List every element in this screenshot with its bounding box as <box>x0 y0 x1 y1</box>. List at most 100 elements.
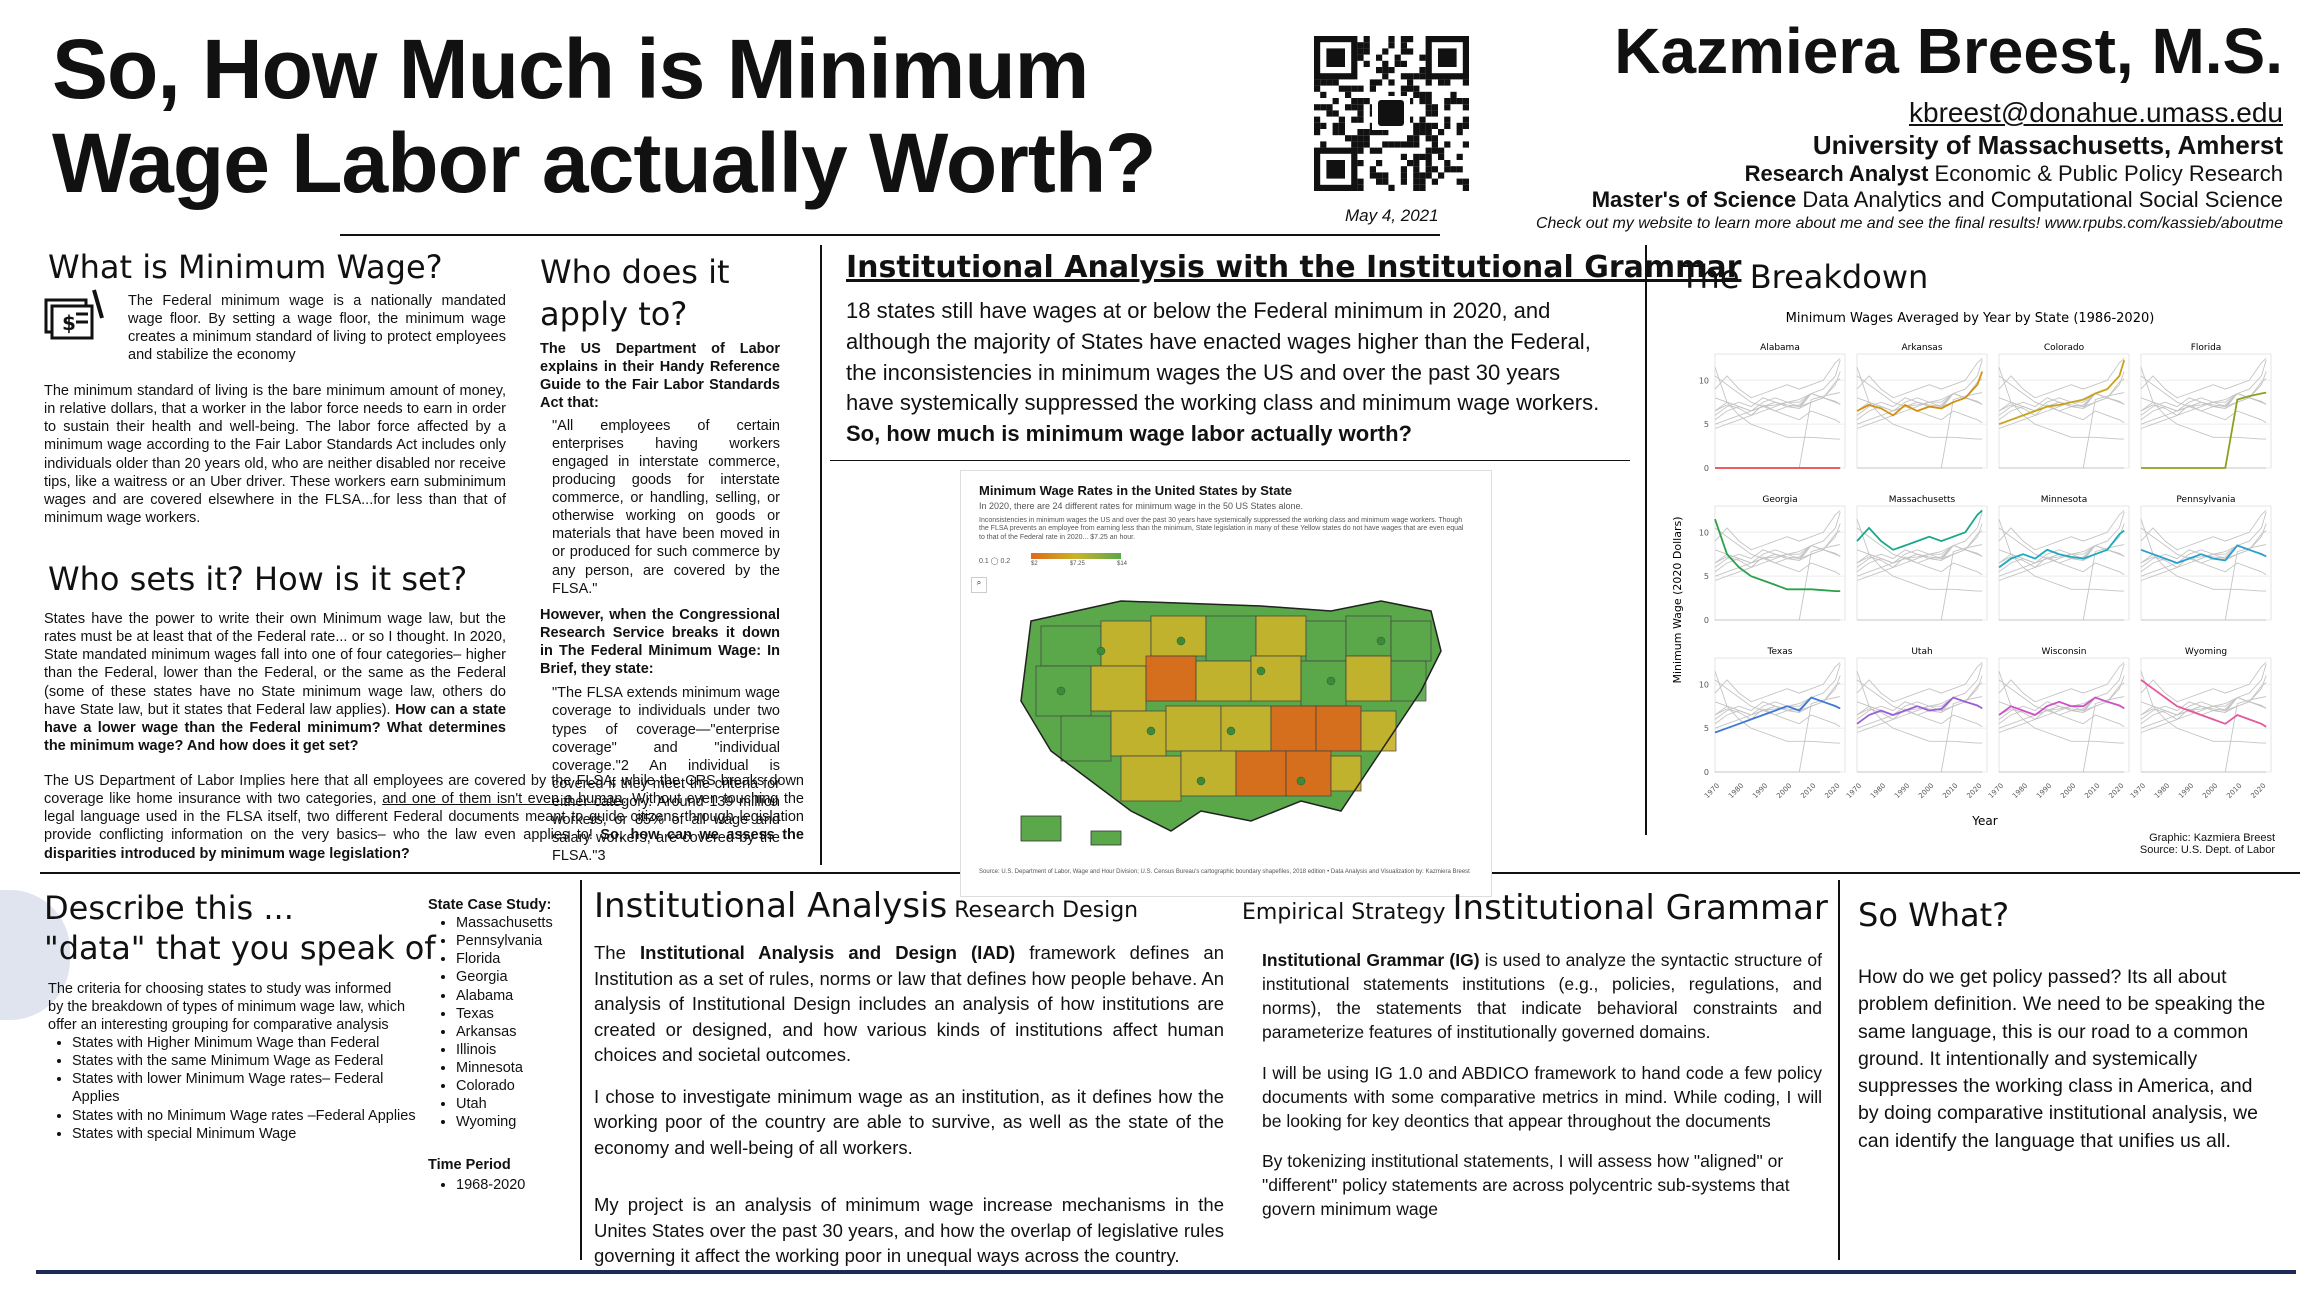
x-tick-label: 1980 <box>1869 782 1887 800</box>
list-item: Texas <box>456 1005 596 1023</box>
state-list: MassachusettsPennsylvaniaFloridaGeorgiaA… <box>432 914 596 1132</box>
heading-iad: Institutional Analysis Research Design <box>594 886 1139 926</box>
email-link[interactable]: kbreest@donahue.umass.edu <box>1909 97 2283 128</box>
list-item: Wyoming <box>456 1113 596 1131</box>
panel-label: Utah <box>1911 647 1932 657</box>
y-tick-label: 10 <box>1699 680 1709 689</box>
x-tick-label: 1970 <box>1987 782 2005 800</box>
list-item: Minnesota <box>456 1059 596 1077</box>
ig-body: Institutional Grammar (IG) is used to an… <box>1262 950 1823 1220</box>
panel-florida: Florida <box>2140 343 2272 469</box>
background-series <box>1998 682 2125 720</box>
background-series <box>1856 375 1983 424</box>
us-map-graphic[interactable] <box>1001 581 1461 861</box>
background-series <box>2140 671 2267 744</box>
panel-label: Alabama <box>1760 343 1800 353</box>
x-tick-label: 1970 <box>2129 782 2147 800</box>
background-series <box>1998 392 2125 412</box>
background-series <box>1714 662 1841 703</box>
series-line <box>1998 696 2125 717</box>
heading-so-what: So What? <box>1858 896 2010 934</box>
background-series <box>1714 375 1841 424</box>
series-line <box>1856 509 1983 551</box>
list-item: States with lower Minimum Wage rates– Fe… <box>72 1070 432 1106</box>
panel-massachusetts: Massachusetts <box>1856 495 1988 621</box>
x-tick-label: 2000 <box>2201 782 2219 800</box>
dol-paragraph: The US Department of Labor Implies here … <box>44 773 804 862</box>
background-series <box>1856 527 1983 576</box>
y-tick-label: 0 <box>1704 768 1709 777</box>
chart-credit: Graphic: Kazmiera Breest Source: U.S. De… <box>2139 832 2275 856</box>
what-intro: The Federal minimum wage is a nationally… <box>128 293 506 364</box>
period-heading: Time Period <box>428 1157 511 1173</box>
map-title: Minimum Wage Rates in the United States … <box>979 483 1293 498</box>
footer-line <box>36 1270 2296 1274</box>
heading-describe: Describe this ... "data" that you speak … <box>44 889 436 967</box>
website-note[interactable]: Check out my website to learn more about… <box>1535 214 2283 232</box>
background-series <box>1998 358 2125 399</box>
map-legend-ticks: $2 $7.25 $14 <box>1031 561 1127 567</box>
author-contact: kbreest@donahue.umass.edu University of … <box>1536 96 2283 233</box>
qr-code[interactable] <box>1312 34 1472 204</box>
x-tick-label: 2000 <box>2059 782 2077 800</box>
divider-col1 <box>820 245 822 865</box>
x-tick-label: 2010 <box>2225 782 2243 800</box>
background-series <box>1714 544 1841 564</box>
background-series <box>2140 367 2267 440</box>
background-series <box>2140 375 2267 424</box>
background-series <box>1856 519 1983 592</box>
inst-divider <box>830 460 1630 461</box>
panel-utah: Utah 1970 1980 1990 2000 2010 2020 <box>1845 647 1988 800</box>
panel-colorado: Colorado <box>1998 343 2130 469</box>
panel-pennsylvania: Pennsylvania <box>2140 495 2272 621</box>
background-series <box>1998 662 2125 703</box>
author-name: Kazmiera Breest, M.S. <box>1614 15 2283 87</box>
who-applies-body: The US Department of Labor explains in t… <box>540 341 780 865</box>
map-source: Source: U.S. Department of Labor, Wage a… <box>979 869 1470 875</box>
background-series <box>1998 367 2125 440</box>
series-line <box>1856 371 1984 417</box>
background-series <box>2140 662 2267 703</box>
series-line <box>2140 679 2267 728</box>
what-body: The minimum standard of living is the ba… <box>44 383 506 526</box>
x-tick-label: 2010 <box>2083 782 2101 800</box>
map-legend-bar <box>1031 553 1121 559</box>
map-search-icon[interactable]: ⌕ <box>971 577 987 593</box>
poster-date: May 4, 2021 <box>1345 206 1439 225</box>
x-tick-label: 1990 <box>2177 782 2195 800</box>
list-item: Alabama <box>456 987 596 1005</box>
list-item: States with no Minimum Wage rates –Feder… <box>72 1107 432 1125</box>
map-description: Inconsistencies in minimum wages the US … <box>979 517 1464 541</box>
x-tick-label: 1980 <box>2011 782 2029 800</box>
x-tick-label: 1990 <box>1893 782 1911 800</box>
background-series <box>1714 358 1841 399</box>
case-study-heading: State Case Study: <box>428 897 552 913</box>
background-series <box>2140 510 2267 551</box>
institutional-text: 18 states still have wages at or below t… <box>846 298 1600 447</box>
breakdown-chart: Minimum Wages Averaged by Year by State … <box>1665 300 2275 910</box>
y-tick-label: 0 <box>1704 616 1709 625</box>
who-sets-body: States have the power to write their own… <box>44 611 506 754</box>
background-series <box>1714 367 1841 440</box>
background-series <box>2140 392 2267 412</box>
x-tick-label: 2020 <box>1965 782 1983 800</box>
series-line <box>1998 529 2125 569</box>
panel-wyoming: Wyoming 1970 1980 1990 2000 2010 2020 <box>2129 647 2272 800</box>
list-item: Massachusetts <box>456 914 596 932</box>
divider-bottom-3 <box>1838 880 1840 1260</box>
background-series <box>1998 375 2125 424</box>
role-line-1: Research Analyst Economic & Public Polic… <box>1744 160 2283 186</box>
list-item: States with the same Minimum Wage as Fed… <box>72 1052 432 1070</box>
background-series <box>1714 527 1841 576</box>
list-item: States with special Minimum Wage <box>72 1125 432 1143</box>
criteria-list: States with Higher Minimum Wage than Fed… <box>48 1034 432 1143</box>
panel-label: Florida <box>2191 343 2222 353</box>
y-tick-label: 5 <box>1704 420 1709 429</box>
series-line <box>2140 544 2267 564</box>
list-item: Georgia <box>456 968 596 986</box>
list-item: Pennsylvania <box>456 932 596 950</box>
panel-label: Massachusetts <box>1889 495 1956 505</box>
panel-label: Arkansas <box>1901 343 1942 353</box>
background-series <box>1714 679 1841 728</box>
y-tick-label: 10 <box>1699 376 1709 385</box>
